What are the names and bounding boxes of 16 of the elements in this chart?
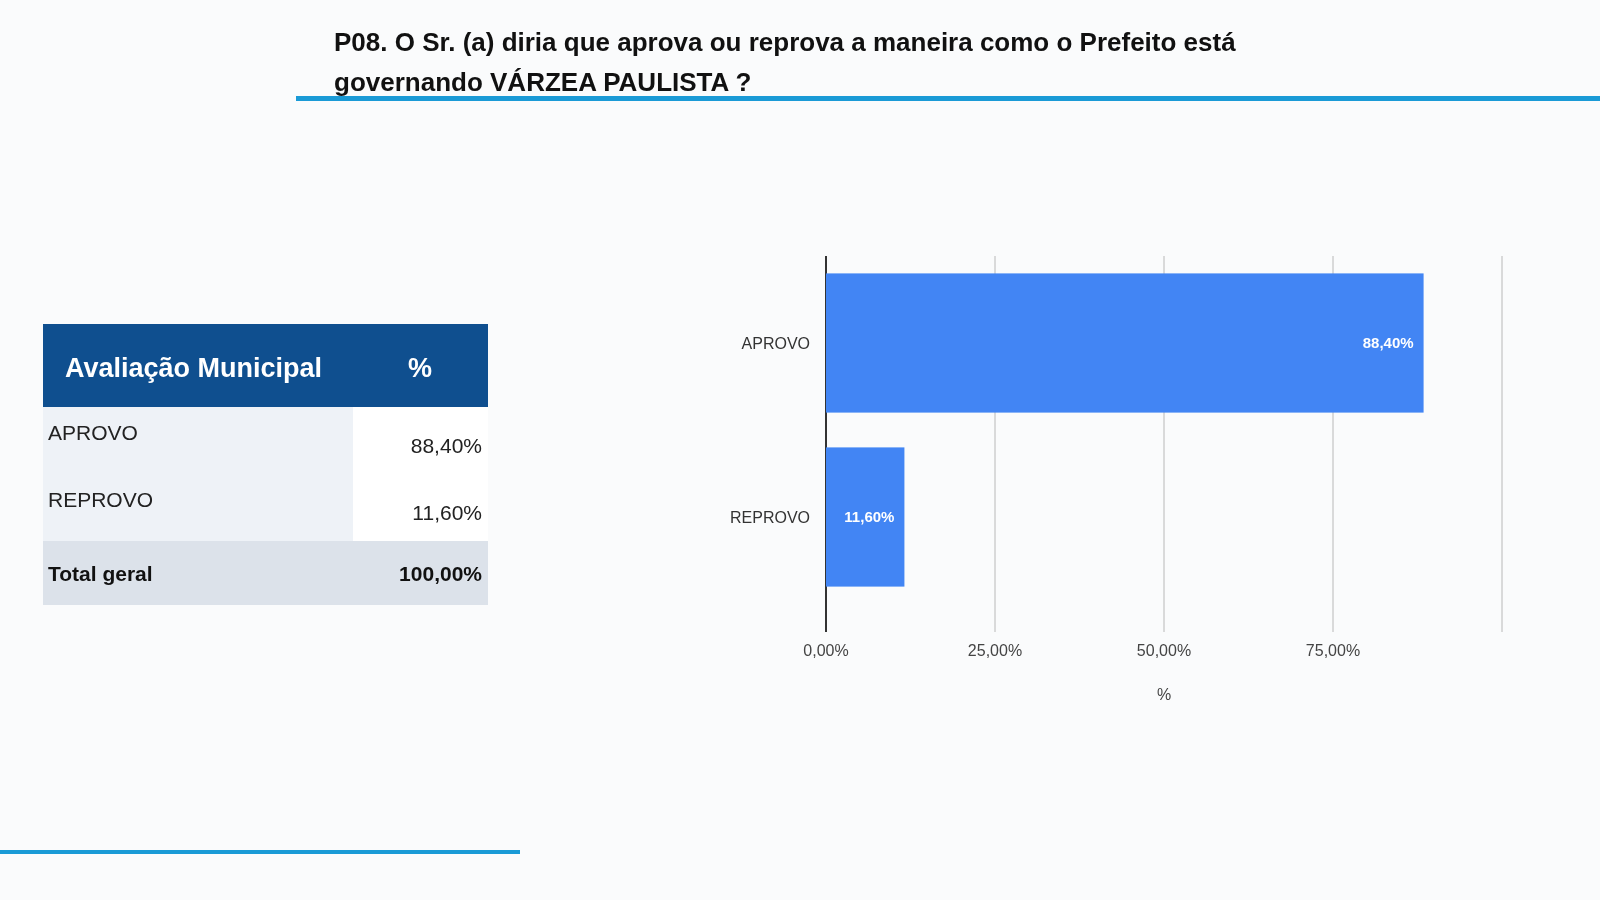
x-tick-label: 0,00%	[803, 642, 849, 659]
x-tick-label: 50,00%	[1136, 642, 1192, 659]
data-label: 88,40%	[1362, 334, 1414, 352]
chart-title: P08. O Sr. (a) diria que aprova ou reprova a maneira como o Prefeito está governando VÁRZEA PAULISTA ?	[334, 27, 1237, 97]
text: 100,00%	[399, 562, 483, 585]
category-label: REPROVO	[48, 488, 154, 511]
text: Avaliação Municipal	[65, 353, 323, 383]
data-label: 11,60%	[844, 508, 895, 526]
category-label: APROVO	[48, 421, 138, 444]
text: %	[407, 353, 433, 383]
text: Total geral	[48, 562, 153, 585]
text: 88,40%	[410, 434, 482, 457]
x-axis-title: %	[1156, 686, 1172, 703]
text: 11,60%	[412, 501, 482, 524]
x-tick-label: 75,00%	[1305, 642, 1361, 659]
x-tick-label: 25,00%	[967, 642, 1023, 659]
